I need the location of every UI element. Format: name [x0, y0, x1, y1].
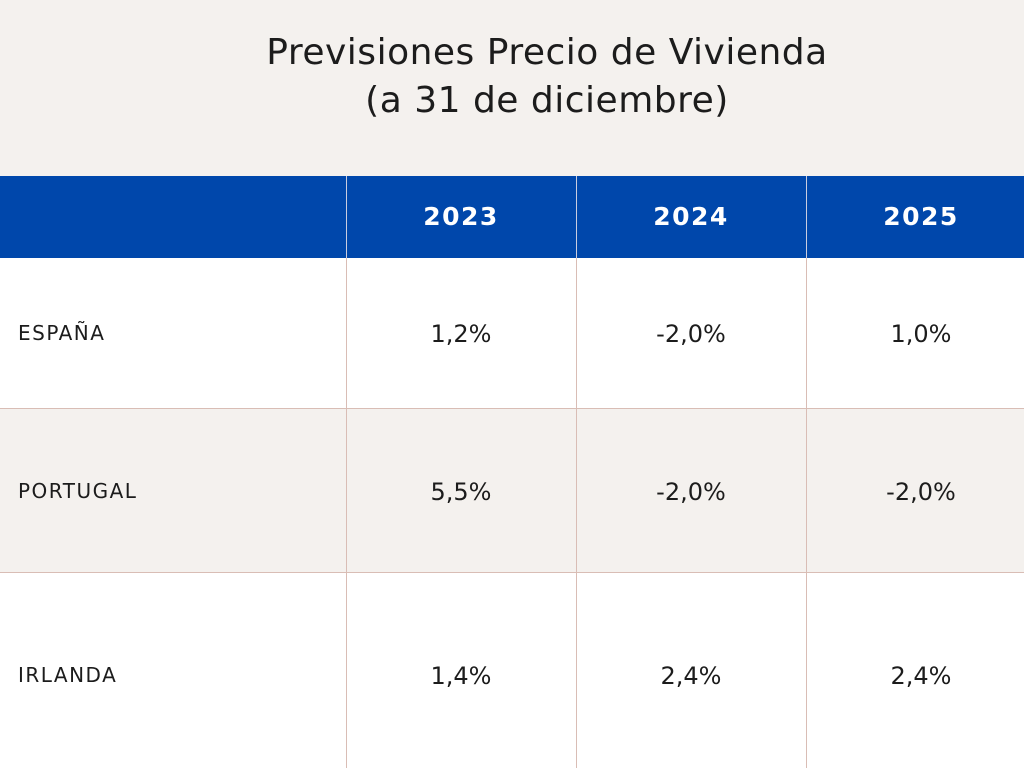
cell-espana-2024: -2,0% — [656, 320, 726, 348]
row-label-espana: ESPAÑA — [18, 321, 106, 345]
row-divider — [0, 408, 1024, 409]
row-label-portugal: PORTUGAL — [18, 479, 138, 503]
table-row-espana — [0, 258, 1024, 409]
table-row-irlanda — [0, 573, 1024, 768]
header-divider — [576, 176, 577, 258]
header-divider — [806, 176, 807, 258]
column-divider — [346, 258, 347, 768]
cell-irlanda-2023: 1,4% — [430, 662, 492, 690]
cell-irlanda-2024: 2,4% — [660, 662, 722, 690]
column-header-2024: 2024 — [653, 202, 729, 231]
row-label-irlanda: IRLANDA — [18, 663, 118, 687]
column-header-2023: 2023 — [423, 202, 499, 231]
cell-portugal-2024: -2,0% — [656, 478, 726, 506]
column-divider — [806, 258, 807, 768]
cell-portugal-2025: -2,0% — [886, 478, 956, 506]
title-area: Previsiones Precio de Vivienda (a 31 de … — [0, 0, 1024, 176]
row-divider — [0, 572, 1024, 573]
table-header — [0, 176, 1024, 258]
cell-espana-2023: 1,2% — [430, 320, 492, 348]
column-divider — [576, 258, 577, 768]
cell-portugal-2023: 5,5% — [430, 478, 492, 506]
table-title: Previsiones Precio de Vivienda — [266, 32, 828, 73]
cell-espana-2025: 1,0% — [890, 320, 952, 348]
column-header-2025: 2025 — [883, 202, 959, 231]
table-row-portugal — [0, 409, 1024, 573]
header-divider — [346, 176, 347, 258]
table-subtitle: (a 31 de diciembre) — [365, 80, 729, 121]
cell-irlanda-2025: 2,4% — [890, 662, 952, 690]
